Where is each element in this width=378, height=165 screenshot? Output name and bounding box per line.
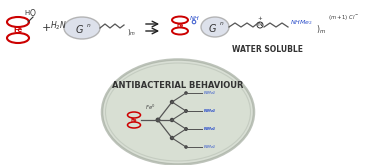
Text: $(m+1)$ $Cl^-$: $(m+1)$ $Cl^-$ [328,13,359,21]
Circle shape [155,117,161,122]
Text: $NHMe_2$: $NHMe_2$ [290,18,313,27]
Text: ANTIBACTERIAL BEHAVIOUR: ANTIBACTERIAL BEHAVIOUR [112,81,244,89]
Text: H: H [24,10,29,16]
Circle shape [170,136,174,140]
Circle shape [184,127,188,131]
Text: $NMe_2$: $NMe_2$ [203,89,217,97]
Circle shape [184,127,188,131]
Text: $G$: $G$ [76,23,85,35]
Circle shape [170,100,174,104]
Circle shape [184,145,188,149]
Text: Fe: Fe [13,27,23,33]
Text: $_{n}$: $_{n}$ [219,19,225,29]
Text: $NH$: $NH$ [189,14,200,22]
Text: $)_m$: $)_m$ [316,24,326,36]
Circle shape [170,118,174,122]
Circle shape [184,109,188,113]
Text: $NMe_2$: $NMe_2$ [203,107,217,115]
Text: WATER SOLUBLE: WATER SOLUBLE [232,46,304,54]
Text: N: N [258,22,262,28]
Text: $_{n}$: $_{n}$ [86,20,91,30]
Text: $Fe^0$: $Fe^0$ [145,102,155,112]
Text: $NMe_2$: $NMe_2$ [203,143,217,151]
Text: +: + [258,16,262,21]
Text: $H_2N$: $H_2N$ [50,20,67,32]
Text: Fe: Fe [177,23,184,28]
Text: $NMe_2$: $NMe_2$ [203,107,217,115]
Text: $)_m$: $)_m$ [127,27,136,37]
Text: $NMe_2$: $NMe_2$ [203,125,217,133]
Text: $G$: $G$ [208,22,218,34]
Circle shape [184,109,188,113]
Ellipse shape [102,60,254,165]
Ellipse shape [201,17,229,37]
Ellipse shape [105,63,251,161]
Ellipse shape [64,17,100,39]
Text: Fe: Fe [131,117,137,122]
Text: +: + [41,23,51,33]
Circle shape [184,91,188,95]
Text: O: O [30,10,36,18]
Text: $NMe_2$: $NMe_2$ [203,125,217,133]
